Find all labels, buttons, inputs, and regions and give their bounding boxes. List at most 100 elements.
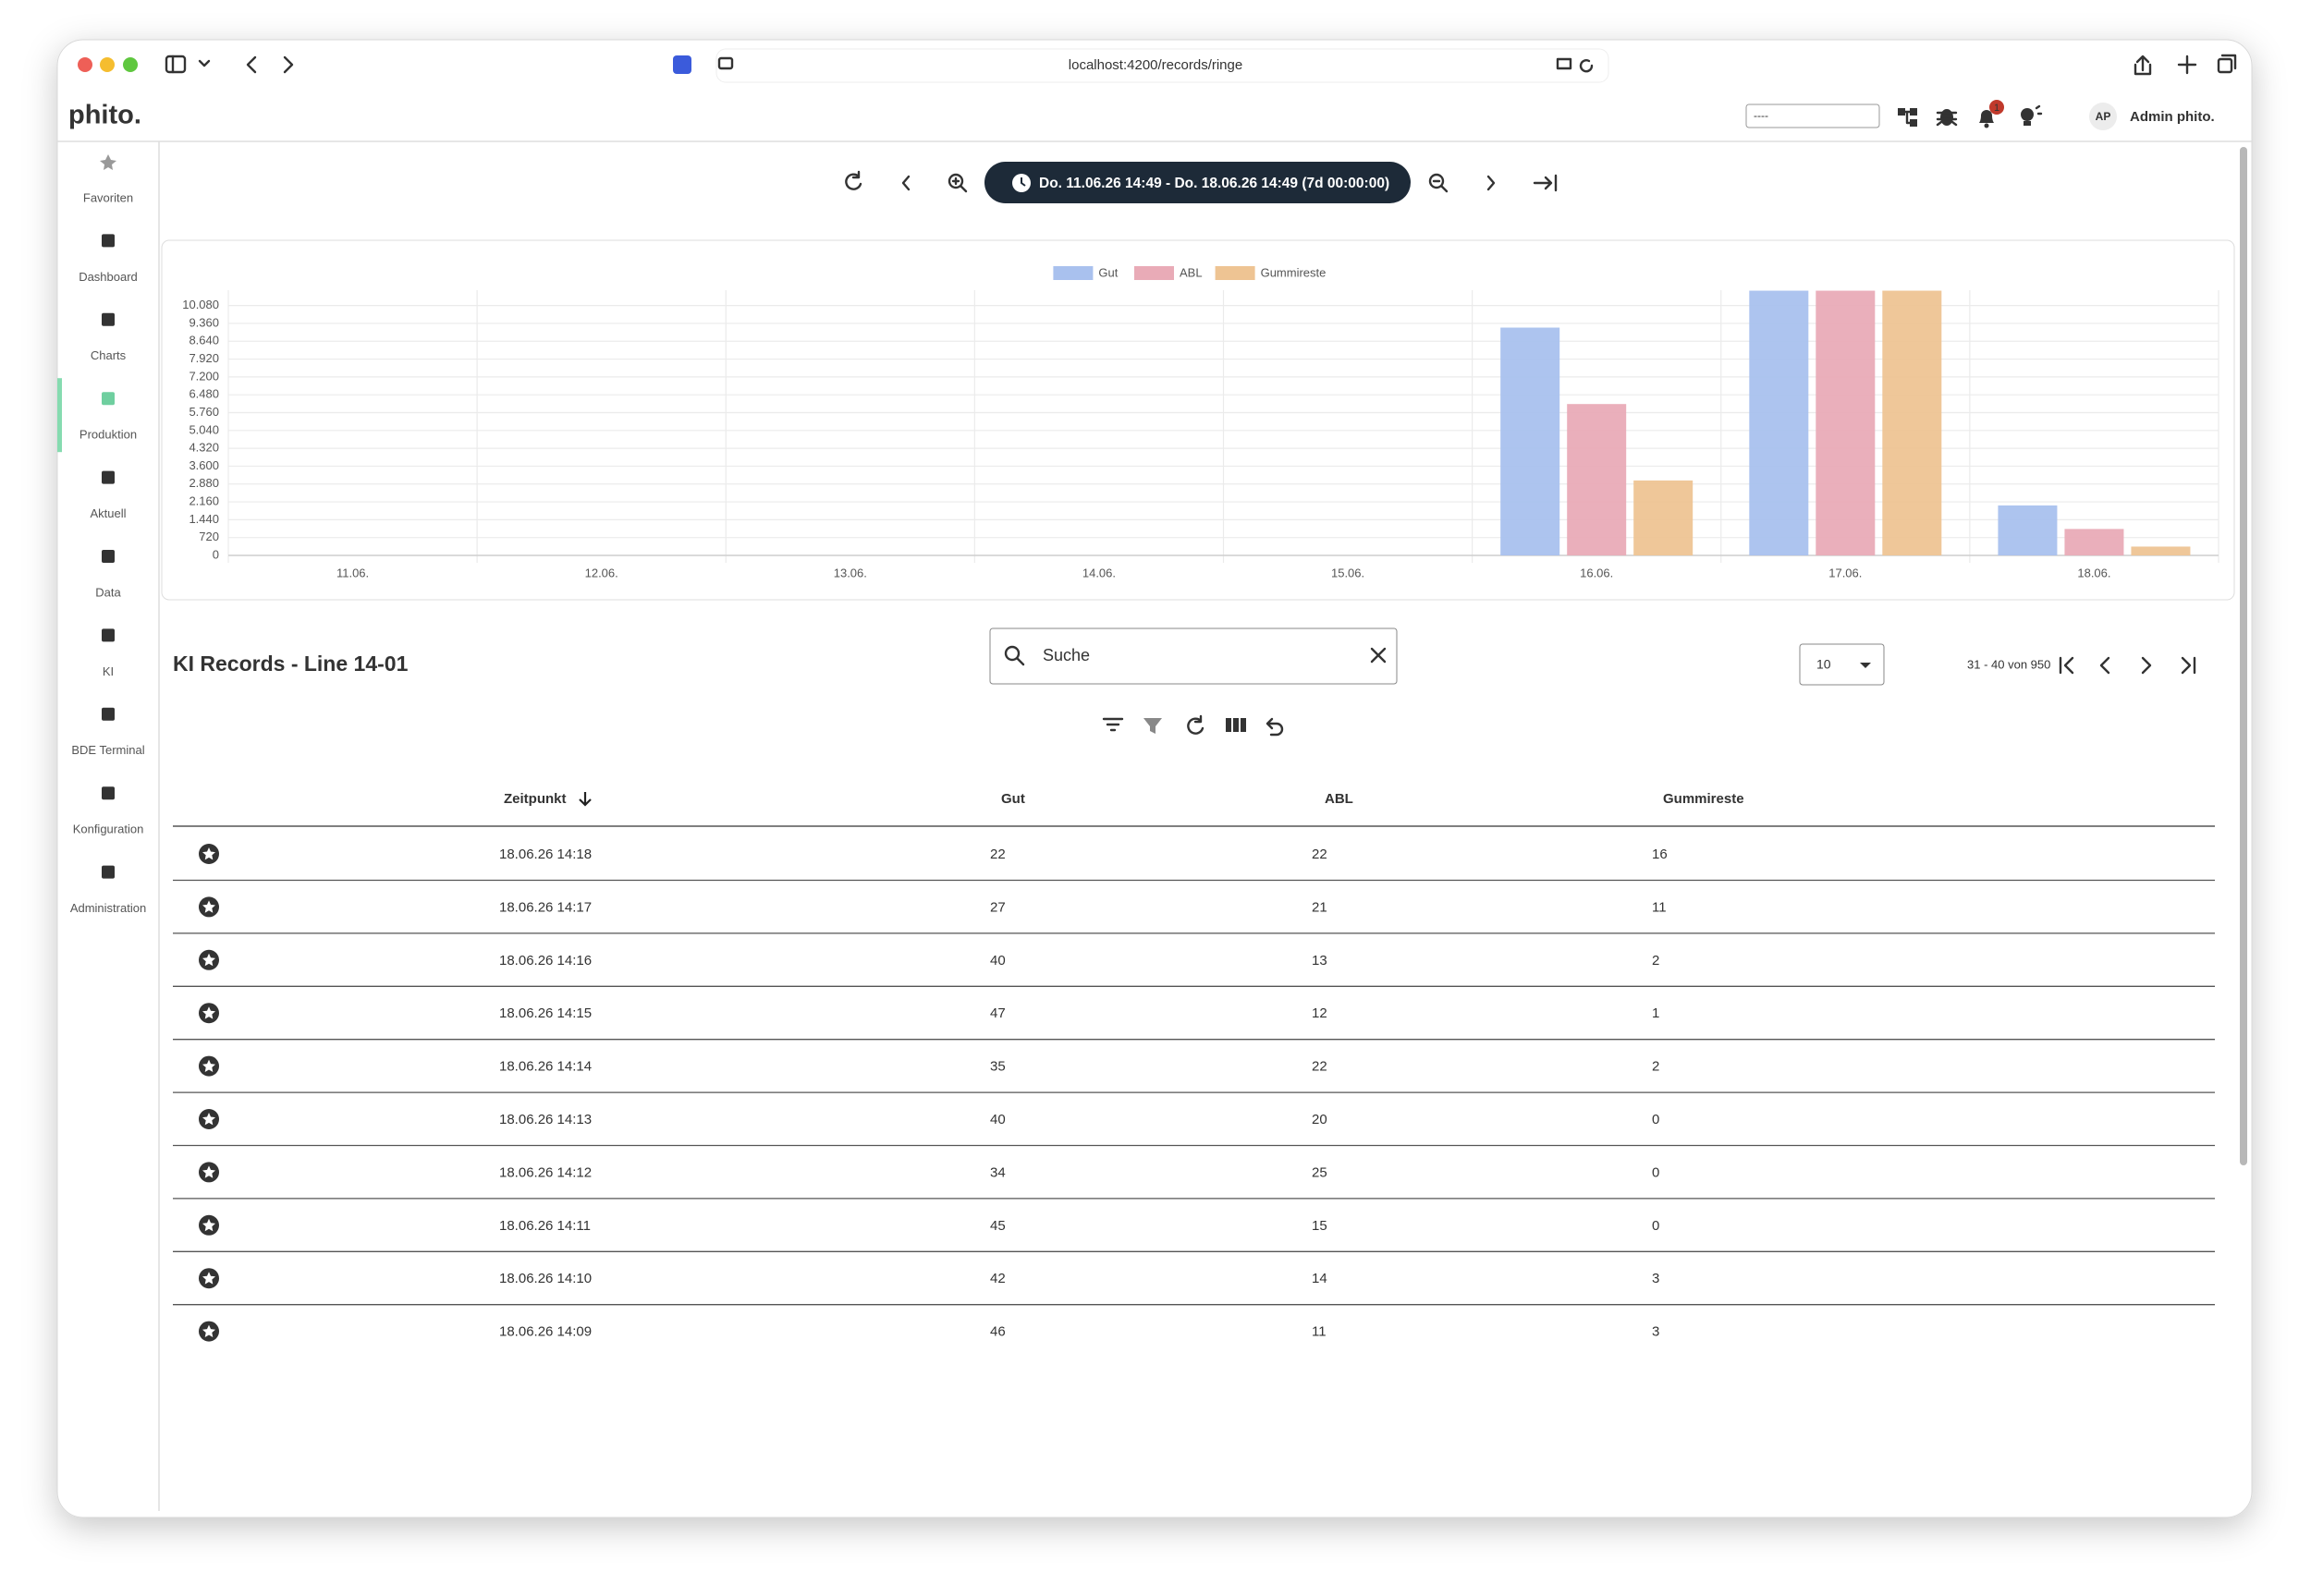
user-name[interactable]: Admin phito.: [2130, 109, 2215, 125]
bug-icon[interactable]: [1936, 109, 1958, 127]
favorite-star: [202, 847, 215, 860]
active-indicator: [57, 378, 62, 453]
legend-swatch: [1134, 266, 1174, 280]
table-row[interactable]: 18.06.26 14:16 40 13 2: [199, 949, 1659, 970]
columns-toggle[interactable]: [1226, 718, 1246, 732]
table-cell: 13: [1312, 953, 1327, 969]
translate-icon[interactable]: [1556, 57, 1572, 70]
search-icon: [1004, 645, 1025, 666]
table-cell: 34: [990, 1164, 1006, 1180]
legend-item[interactable]: Gummireste: [1215, 265, 1327, 280]
tips-icon[interactable]: [2021, 104, 2043, 126]
sidebar-item[interactable]: Produktion: [57, 378, 137, 453]
share[interactable]: [2134, 55, 2152, 76]
icon: [102, 786, 115, 800]
sidebar-item[interactable]: BDE Terminal: [71, 707, 145, 757]
y-tick-label: 5.760: [189, 405, 219, 419]
last-page[interactable]: [2181, 656, 2196, 675]
y-tick-label: 10.080: [182, 298, 219, 311]
column-header[interactable]: Gummireste: [1663, 791, 1744, 807]
clear-search[interactable]: [1370, 647, 1387, 664]
x-tick-label: 16.06.: [1580, 566, 1613, 579]
next-range[interactable]: [1486, 175, 1496, 191]
zoom-in[interactable]: [948, 173, 968, 193]
table-row[interactable]: 18.06.26 14:10 42 14 3: [199, 1268, 1659, 1289]
x-tick-label: 12.06.: [585, 566, 618, 579]
browser-back[interactable]: [246, 55, 257, 74]
avatar[interactable]: [2089, 103, 2117, 130]
previous-page[interactable]: [2099, 656, 2110, 675]
first-page[interactable]: [2059, 656, 2074, 675]
sidebar-item[interactable]: Charts: [91, 312, 127, 362]
reload-page[interactable]: [1579, 59, 1594, 73]
sidebar-label: KI: [103, 664, 114, 678]
url-bar[interactable]: [715, 48, 1609, 83]
favorite-star: [202, 1165, 215, 1178]
next-page[interactable]: [2141, 656, 2152, 675]
favorite-star: [202, 900, 215, 913]
new-tab[interactable]: [2177, 55, 2197, 75]
zoom-out[interactable]: [1428, 173, 1449, 193]
table-cell: 18.06.26 14:11: [499, 1218, 591, 1234]
column-header[interactable]: Zeitpunkt: [504, 791, 567, 807]
table-row[interactable]: 18.06.26 14:11 45 15 0: [199, 1214, 1659, 1236]
table-row[interactable]: 18.06.26 14:14 35 22 2: [199, 1055, 1659, 1077]
table-row[interactable]: 18.06.26 14:15 47 12 1: [199, 1003, 1659, 1024]
y-tick-label: 3.600: [189, 458, 219, 472]
sidebar-item[interactable]: Dashboard: [79, 234, 138, 284]
sidebar-label: Konfiguration: [73, 822, 144, 836]
sidebar-label: Dashboard: [79, 270, 138, 284]
sidebar-label: Aktuell: [90, 506, 126, 520]
scrollbar-thumb[interactable]: [2240, 147, 2247, 1165]
last-range[interactable]: [1533, 174, 1558, 192]
filter[interactable]: [1143, 718, 1162, 734]
column-header[interactable]: Gut: [1001, 791, 1025, 807]
y-tick-label: 0: [213, 547, 219, 561]
minimize-button[interactable]: [100, 57, 115, 72]
hierarchy-icon[interactable]: [1898, 108, 1917, 127]
sidebar-toggle[interactable]: [165, 55, 211, 74]
extension-icon[interactable]: [673, 55, 691, 74]
legend-item[interactable]: Gut: [1053, 265, 1119, 280]
header-search[interactable]: [1745, 104, 1880, 128]
records-search[interactable]: [989, 627, 1398, 685]
table-row[interactable]: 18.06.26 14:12 34 25 0: [199, 1162, 1659, 1183]
logo[interactable]: phito.: [68, 101, 141, 130]
notifications[interactable]: [1979, 110, 1994, 128]
table-row[interactable]: 18.06.26 14:17 27 21 11: [199, 896, 1667, 918]
x-tick-label: 11.06.: [336, 566, 369, 579]
table-row[interactable]: 18.06.26 14:09 46 11 3: [199, 1321, 1659, 1342]
sidebar-item[interactable]: Aktuell: [90, 470, 127, 520]
favorite-star: [202, 1324, 215, 1337]
legend-label: ABL: [1180, 265, 1203, 279]
column-header[interactable]: ABL: [1325, 791, 1353, 807]
sidebar-item[interactable]: Data: [95, 550, 121, 599]
tabs-overview[interactable]: [2217, 54, 2237, 74]
reset-table[interactable]: [1266, 717, 1284, 737]
time-range-pill[interactable]: [984, 162, 1411, 203]
table-cell: 21: [1312, 899, 1327, 915]
table-row[interactable]: 18.06.26 14:13 40 20 0: [199, 1109, 1659, 1129]
table-cell: 22: [990, 847, 1006, 862]
notification-count: 1: [1994, 103, 1999, 114]
reload-table[interactable]: [1187, 714, 1204, 735]
table-cell: 20: [1312, 1112, 1327, 1127]
sort-options[interactable]: [1102, 717, 1124, 732]
y-tick-label: 2.880: [189, 476, 219, 490]
sidebar-item[interactable]: Administration: [70, 865, 146, 915]
previous-range[interactable]: [901, 175, 911, 191]
close-button[interactable]: [78, 57, 92, 72]
refresh-range[interactable]: [845, 170, 862, 190]
table-row[interactable]: 18.06.26 14:18 22 22 16: [199, 844, 1668, 864]
browser-forward[interactable]: [283, 55, 294, 74]
table-cell: 46: [990, 1324, 1006, 1340]
sidebar-label: Administration: [70, 901, 146, 915]
legend-item[interactable]: ABL: [1134, 265, 1203, 280]
sidebar-item[interactable]: KI: [102, 628, 115, 678]
bar: [2064, 529, 2124, 555]
maximize-button[interactable]: [123, 57, 138, 72]
page-size-select[interactable]: [1799, 643, 1885, 686]
sidebar-item[interactable]: Konfiguration: [73, 786, 144, 836]
sidebar-item[interactable]: Favoriten: [83, 154, 133, 204]
table-cell: 16: [1652, 847, 1668, 862]
